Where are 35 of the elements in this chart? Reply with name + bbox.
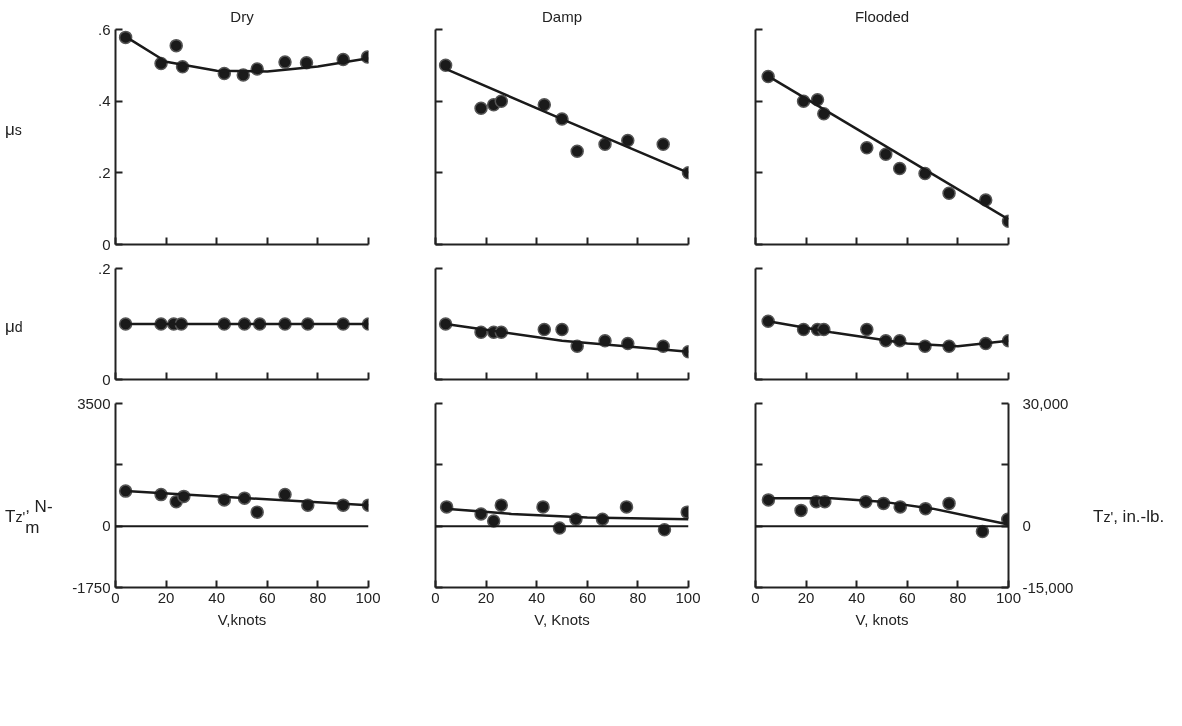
text: 0 [1022, 517, 1031, 535]
x-tick-label: 80 [309, 588, 327, 606]
x-tick-label: 40 [528, 588, 546, 606]
y-tick-label: 3500 [77, 394, 111, 412]
x-tick-label: 100 [995, 588, 1022, 606]
x-tick-label: 0 [431, 588, 440, 606]
x-tick-label: 20 [157, 588, 175, 606]
y-tick-label: -1750 [72, 578, 111, 596]
x-tick-label: 60 [578, 588, 596, 606]
x-tick-label: 60 [258, 588, 276, 606]
x-tick-label: 40 [208, 588, 226, 606]
x-tick-label: 80 [949, 588, 967, 606]
chart-title: Flooded [854, 7, 910, 25]
chart-title: Damp [541, 7, 583, 25]
x-tick-label: 0 [751, 588, 760, 606]
y-tick-label: .6 [97, 20, 111, 38]
x-tick-label: 20 [477, 588, 495, 606]
x-axis-title: V,knots [217, 610, 267, 628]
text: 30,000 [1022, 394, 1069, 412]
y-tick-label: .4 [97, 92, 111, 110]
x-tick-label: 80 [629, 588, 647, 606]
x-tick-label: 100 [355, 588, 381, 606]
x-tick-label: 60 [898, 588, 916, 606]
x-tick-label: 40 [848, 588, 866, 606]
chart-title: Dry [230, 7, 255, 25]
text: -15,000 [1022, 578, 1074, 596]
x-axis-title: V, knots [855, 610, 909, 628]
y-tick-label: .2 [97, 259, 111, 277]
x-tick-label: 20 [797, 588, 815, 606]
x-axis-title: V, Knots [534, 610, 590, 628]
x-tick-label: 100 [675, 588, 701, 606]
y-tick-label: .2 [97, 163, 111, 181]
y-tick-label: 0 [102, 370, 111, 388]
y-tick-label: 0 [102, 235, 111, 253]
y-tick-label: 0 [102, 517, 111, 535]
